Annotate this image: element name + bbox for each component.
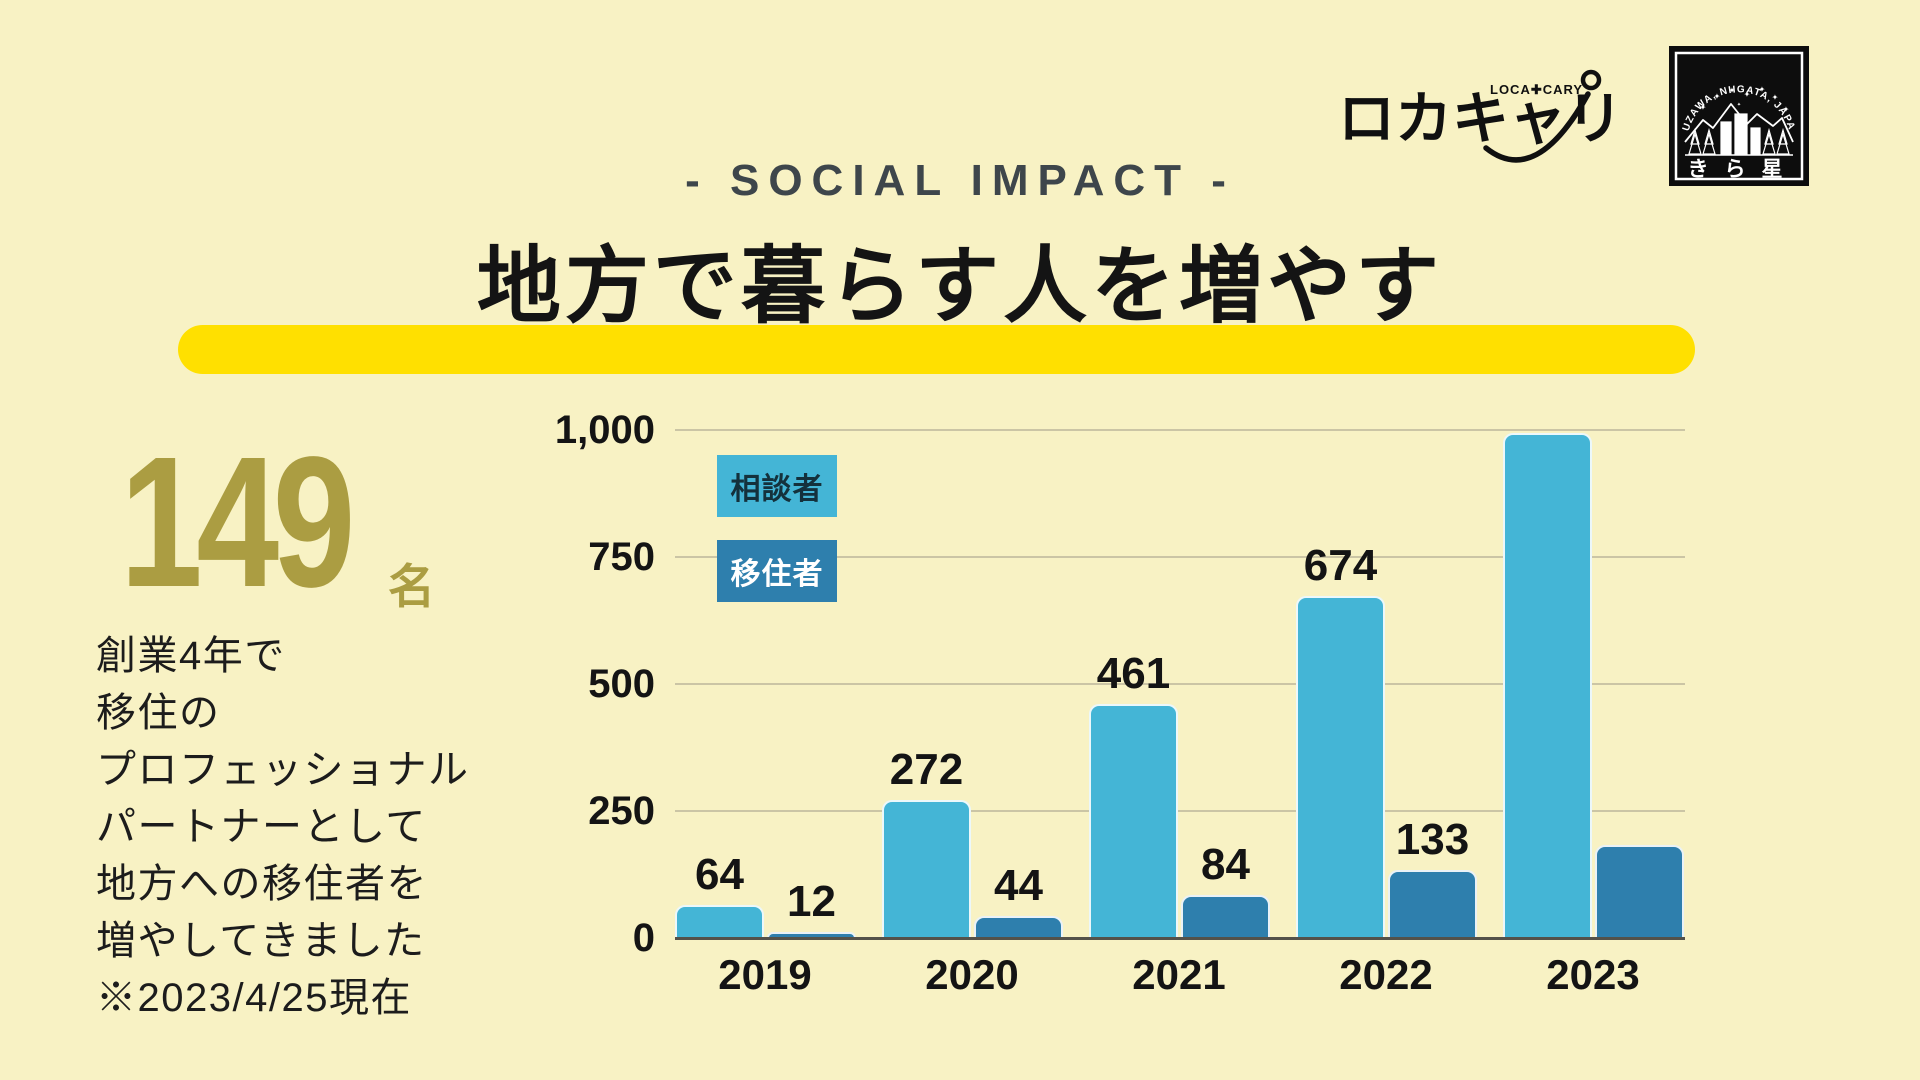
svg-text:✦: ✦ <box>1700 103 1707 112</box>
bar-value-label: 44 <box>994 860 1043 910</box>
y-tick-label: 0 <box>632 916 655 960</box>
stars-icon: ✦✦✦ ✦✦✦ ✦✦ <box>1700 85 1790 114</box>
locacary-logo-subtext: LOCA✚CARY <box>1490 82 1583 97</box>
svg-text:✦: ✦ <box>1783 105 1790 114</box>
trees-buildings-icon <box>1685 113 1793 156</box>
x-axis-line <box>675 937 1685 940</box>
stat-number: 149 <box>120 419 355 626</box>
bar-consultants-2019 <box>675 905 764 938</box>
x-tick-label: 2022 <box>1339 951 1433 998</box>
logo-name-text: きら星 <box>1688 158 1799 181</box>
y-tick-label: 1,000 <box>554 408 655 452</box>
bar-migrants-2023 <box>1595 845 1684 938</box>
stat-description-line: 増やしてきました <box>96 919 426 963</box>
stat-description-line: 創業4年で <box>96 634 286 678</box>
location-pin-icon <box>1580 69 1602 91</box>
legend-consultants: 相談者 <box>717 455 837 517</box>
y-tick-label: 750 <box>588 535 655 579</box>
svg-text:✦: ✦ <box>1729 86 1736 95</box>
y-tick-label: 250 <box>588 789 655 833</box>
section-label: - SOCIAL IMPACT - <box>685 156 1235 205</box>
svg-text:✦: ✦ <box>1714 92 1721 101</box>
smile-arc-icon <box>1483 91 1591 163</box>
bar-migrants-2020 <box>974 915 1063 938</box>
bar-value-label: 272 <box>889 744 964 794</box>
x-tick-label: 2019 <box>718 951 812 998</box>
bar-value-label: 84 <box>1201 840 1250 890</box>
bar-consultants-2020 <box>882 799 971 938</box>
gridline <box>675 683 1685 685</box>
bar-value-label: 133 <box>1395 815 1470 865</box>
gridline <box>675 556 1685 558</box>
legend-migrants: 移住者 <box>717 540 837 602</box>
logo-frame <box>1674 51 1804 181</box>
bar-value-label: 64 <box>695 850 744 900</box>
bar-consultants-2021 <box>1089 703 1178 938</box>
locacary-logo: ロカキャリ LOCA✚CARY <box>1338 69 1616 163</box>
stat-description: 創業4年で 移住の プロフェッショナル パートナーとして 地方への移住者を 増や… <box>96 628 470 1027</box>
stat-description-line: ※2023/4/25現在 <box>96 976 412 1020</box>
bar-value-label: 461 <box>1096 648 1171 698</box>
stat-description-line: プロフェッショナル <box>96 748 470 792</box>
gridline <box>675 429 1685 431</box>
stat-unit: 名 <box>388 560 435 613</box>
bar-migrants-2021 <box>1181 895 1270 938</box>
bar-migrants-2022 <box>1388 870 1477 938</box>
title-highlight <box>178 325 1695 374</box>
bar-migrants-2019 <box>767 931 856 938</box>
x-tick-label: 2021 <box>1132 951 1226 998</box>
y-tick-label: 500 <box>588 662 655 706</box>
stat-description-line: パートナーとして <box>96 805 427 849</box>
page-title: 地方で暮らす人を増やす <box>476 239 1444 333</box>
gridline <box>675 810 1685 812</box>
bar-consultants-2022 <box>1296 595 1385 938</box>
x-tick-label: 2020 <box>925 951 1019 998</box>
svg-text:✦: ✦ <box>1759 85 1766 94</box>
x-tick-label: 2023 <box>1546 951 1640 998</box>
bar-value-label: 12 <box>787 876 836 926</box>
svg-text:✦: ✦ <box>1744 90 1751 99</box>
svg-text:✦: ✦ <box>1737 102 1741 108</box>
svg-text:✦: ✦ <box>1772 93 1779 102</box>
stat-description-line: 移住の <box>96 691 221 735</box>
bar-value-label: 674 <box>1303 540 1378 590</box>
bar-consultants-2023 <box>1503 432 1592 938</box>
stat-description-line: 地方への移住者を <box>96 862 428 906</box>
